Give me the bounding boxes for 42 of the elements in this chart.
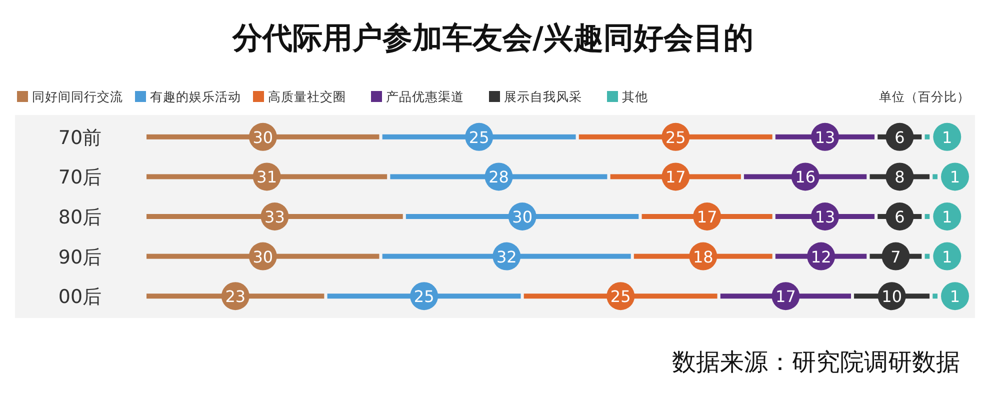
text: 单位（百分比） xyxy=(879,89,970,104)
data-label: 10 xyxy=(882,287,902,306)
legend-label: 同好间同行交流 xyxy=(32,89,123,104)
data-label: 25 xyxy=(665,128,686,147)
data-label: 30 xyxy=(252,247,274,266)
data-label: 25 xyxy=(414,287,434,306)
data-label: 13 xyxy=(814,128,836,147)
data-label: 16 xyxy=(795,168,816,187)
data-label: 1 xyxy=(950,168,960,187)
y-tick-label: 00后 xyxy=(58,286,102,308)
data-label: 17 xyxy=(665,168,686,187)
data-label: 7 xyxy=(890,247,901,266)
y-tick-label: 90后 xyxy=(58,246,102,268)
source-note: 数据来源：研究院调研数据 xyxy=(672,348,960,376)
data-label: 28 xyxy=(488,168,509,187)
legend-label: 高质量社交圈 xyxy=(268,89,346,104)
data-label: 30 xyxy=(252,128,274,147)
data-label: 13 xyxy=(814,208,836,226)
data-label: 1 xyxy=(942,208,952,226)
y-tick-label: 70后 xyxy=(58,166,102,189)
data-label: 32 xyxy=(496,247,517,266)
data-label: 1 xyxy=(942,128,952,147)
data-label: 25 xyxy=(610,287,631,306)
data-label: 23 xyxy=(225,287,246,306)
legend-label: 其他 xyxy=(622,89,648,104)
y-tick-label: 80后 xyxy=(58,206,102,228)
data-label: 1 xyxy=(942,247,952,266)
y-tick-label: 70前 xyxy=(58,126,102,149)
data-label: 17 xyxy=(776,287,796,306)
data-label: 31 xyxy=(256,168,278,187)
data-label: 18 xyxy=(692,247,714,266)
legend-label: 展示自我风采 xyxy=(504,89,582,104)
data-label: 12 xyxy=(810,247,832,266)
data-label: 33 xyxy=(264,208,285,226)
data-label: 17 xyxy=(696,208,718,226)
legend-label: 产品优惠渠道 xyxy=(386,89,464,104)
data-label: 1 xyxy=(950,287,960,306)
data-label: 8 xyxy=(894,168,905,187)
data-label: 30 xyxy=(512,208,533,226)
chart-title: 分代际用户参加车友会/兴趣同好会目的 xyxy=(232,21,754,56)
data-label: 25 xyxy=(468,128,490,147)
legend-label: 有趣的娱乐活动 xyxy=(150,89,241,104)
